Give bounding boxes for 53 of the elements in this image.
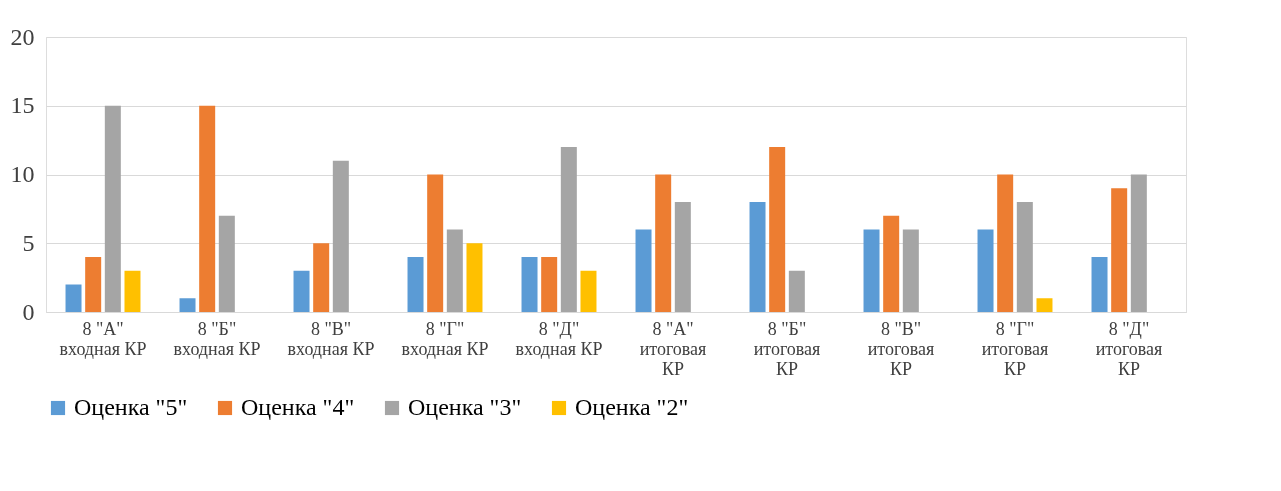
x-tick-label: 8 "А" входная КР (59, 318, 147, 359)
x-tick-label: 8 "Д" итоговая КР (1095, 318, 1163, 379)
bar (655, 174, 672, 312)
x-tick-label: 8 "Б" входная КР (173, 318, 261, 359)
bar (674, 202, 691, 312)
legend-label: Оценка "2" (575, 394, 689, 420)
bar (313, 243, 330, 312)
bar (521, 257, 538, 312)
bar (788, 270, 805, 312)
x-tick-label: 8 "А" итоговая КР (639, 318, 707, 379)
y-tick-label: 5 (22, 229, 35, 256)
bar (1091, 257, 1108, 312)
y-tick-label: 10 (10, 161, 35, 187)
bar (407, 257, 424, 312)
bar (977, 229, 994, 312)
bar (541, 257, 558, 312)
bar (104, 105, 121, 312)
bar (580, 270, 597, 312)
bar (124, 270, 141, 312)
bar (560, 147, 577, 312)
bar (635, 229, 652, 312)
bar (769, 147, 786, 312)
bar (863, 229, 880, 312)
bar (749, 202, 766, 312)
bar (85, 257, 102, 312)
bar (1036, 298, 1053, 312)
bar (883, 215, 900, 312)
bar (218, 215, 235, 312)
bar (446, 229, 463, 312)
bar (1111, 188, 1128, 312)
bar (1016, 202, 1033, 312)
bar (997, 174, 1014, 312)
y-tick-label: 0 (22, 298, 35, 325)
x-tick-label: 8 "Б" итоговая КР (753, 318, 821, 379)
x-tick-label: 8 "Д" входная КР (515, 318, 603, 359)
bar (427, 174, 444, 312)
bar (1130, 174, 1147, 312)
x-tick-label: 8 "В" итоговая КР (867, 318, 935, 379)
bar (902, 229, 919, 312)
y-tick-label: 20 (10, 23, 35, 50)
bar (179, 298, 196, 312)
legend-label: Оценка "4" (241, 394, 355, 420)
bar (332, 160, 349, 312)
legend-label: Оценка "5" (74, 394, 188, 420)
bar (466, 243, 483, 312)
bar (199, 105, 216, 312)
bar (293, 270, 310, 312)
legend-label: Оценка "3" (408, 394, 522, 420)
x-tick-label: 8 "Г" итоговая КР (981, 318, 1049, 379)
bar (65, 284, 82, 312)
x-tick-label: 8 "В" входная КР (287, 318, 375, 359)
x-tick-label: 8 "Г" входная КР (401, 318, 489, 359)
y-tick-label: 15 (10, 92, 35, 119)
